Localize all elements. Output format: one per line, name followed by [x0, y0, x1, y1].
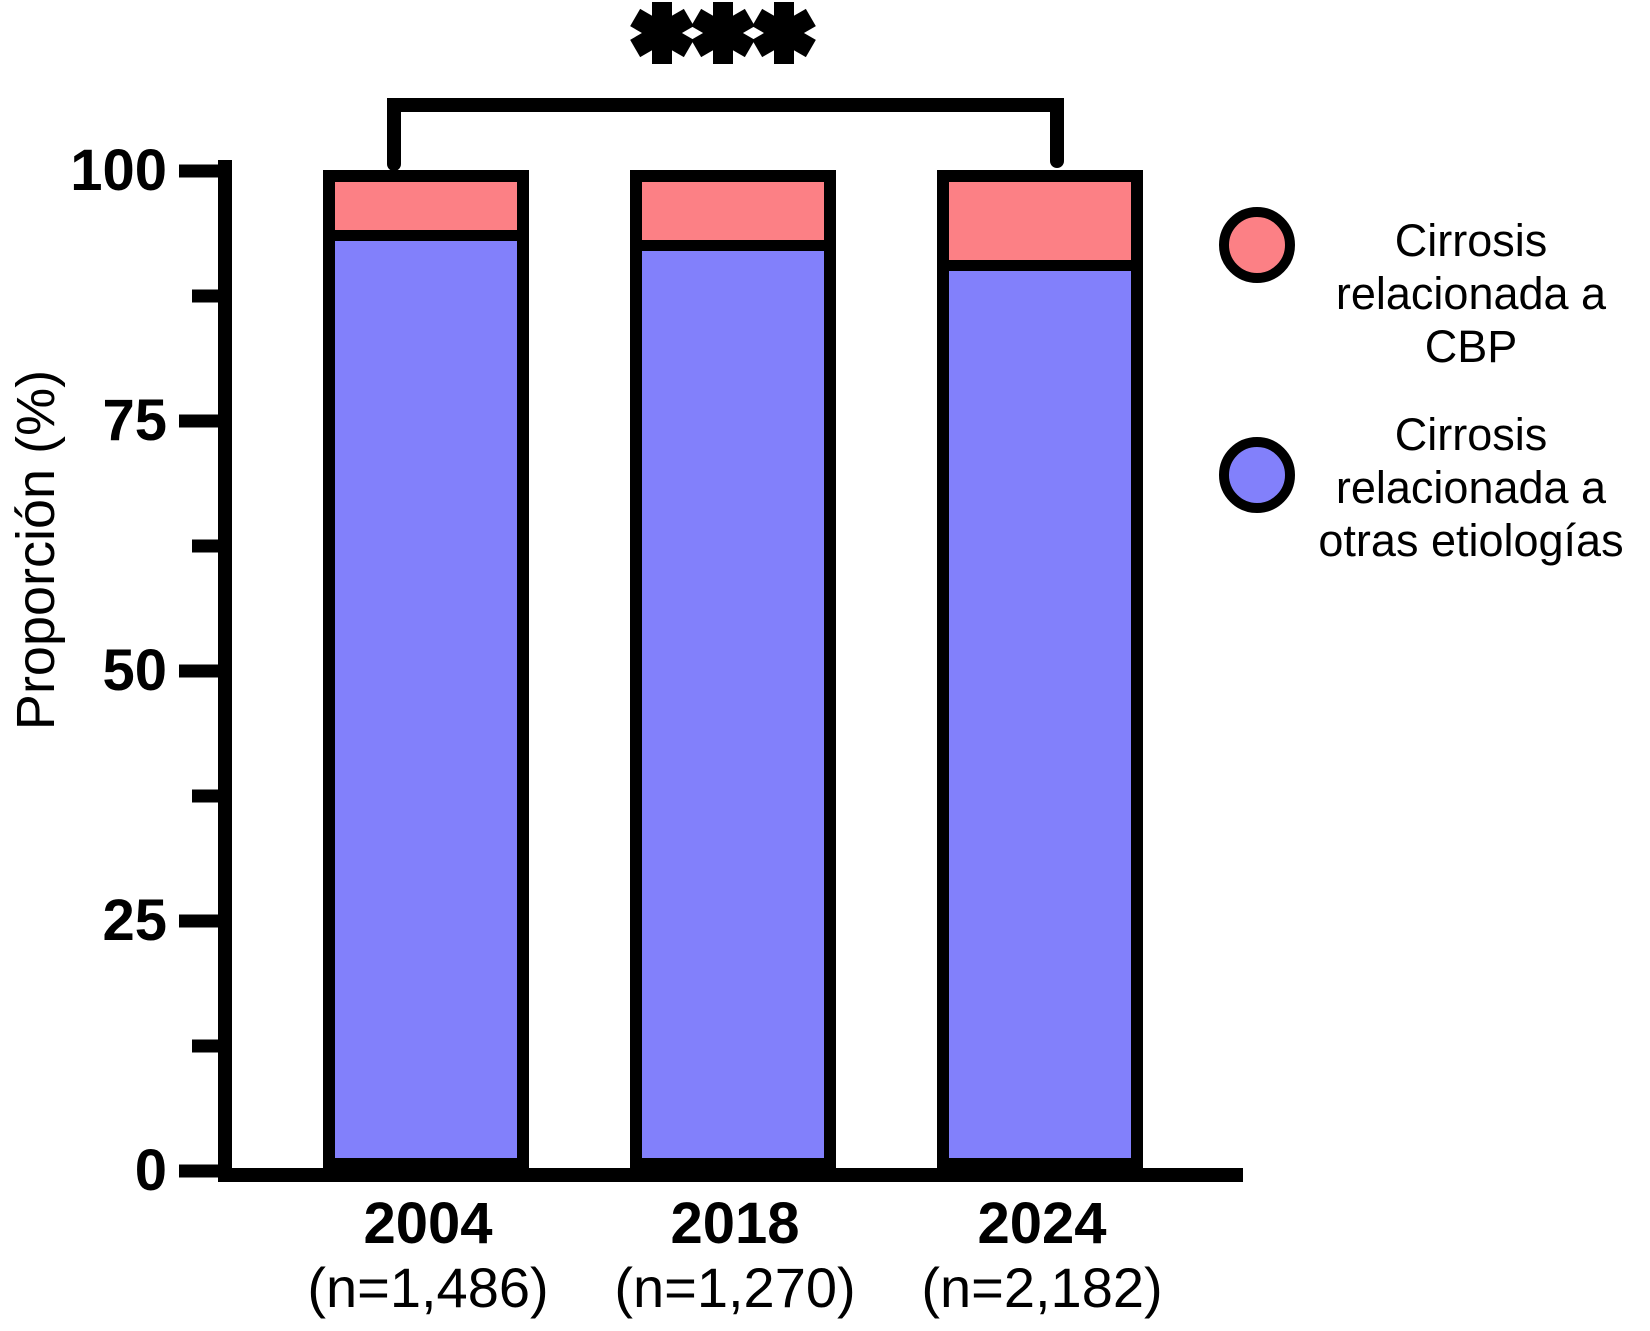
y-minor-ticks	[192, 289, 218, 1053]
x-axis-line	[218, 1168, 1243, 1182]
legend-label-otras-line2: relacionada a	[1335, 462, 1607, 513]
x-label-2004-year: 2004	[363, 1191, 493, 1256]
x-label-2024-year: 2024	[977, 1191, 1107, 1256]
x-label-2004-n: (n=1,486)	[307, 1256, 549, 1319]
bar-2024-segment-otras	[937, 260, 1143, 1170]
bar-2024	[937, 170, 1143, 1170]
y-axis-line	[218, 160, 232, 1182]
legend-marker-otras-icon	[1219, 437, 1295, 513]
y-tick-label-0: 0	[134, 1138, 167, 1203]
bar-2018	[630, 170, 836, 1170]
x-label-2018: 2018 (n=1,270)	[614, 1192, 855, 1320]
y-tick-label-75: 75	[102, 388, 167, 453]
legend-marker-cbp-icon	[1219, 207, 1295, 283]
significance-bracket	[387, 98, 1064, 171]
bar-2018-segment-cbp	[630, 170, 836, 240]
bar-2024-segment-cbp	[937, 170, 1143, 260]
significance-stars-icon	[630, 2, 816, 64]
x-label-2018-n: (n=1,270)	[614, 1256, 856, 1319]
legend-label-otras-line3: otras etiologías	[1318, 515, 1624, 566]
bar-2004	[323, 170, 529, 1170]
y-major-ticks	[179, 164, 218, 1178]
legend-label-otras: Cirrosis relacionada a otras etiologías	[1292, 408, 1650, 567]
x-label-2018-year: 2018	[670, 1191, 800, 1256]
legend-label-cbp: Cirrosis relacionada a CBP	[1292, 214, 1650, 373]
legend-label-otras-line1: Cirrosis	[1394, 409, 1548, 460]
bar-2004-segment-cbp	[323, 170, 529, 230]
bar-2004-segment-otras	[323, 230, 529, 1170]
bar-2018-segment-otras	[630, 240, 836, 1170]
y-axis-title: Proporción (%)	[6, 369, 66, 731]
y-tick-label-50: 50	[102, 638, 167, 703]
x-label-2004: 2004 (n=1,486)	[307, 1192, 548, 1320]
x-label-2024-n: (n=2,182)	[921, 1256, 1163, 1319]
y-tick-label-25: 25	[102, 888, 167, 953]
x-label-2024: 2024 (n=2,182)	[921, 1192, 1162, 1320]
legend-label-cbp-line2: relacionada a CBP	[1335, 268, 1607, 372]
legend-label-cbp-line1: Cirrosis	[1394, 215, 1548, 266]
y-tick-label-100: 100	[70, 138, 167, 203]
